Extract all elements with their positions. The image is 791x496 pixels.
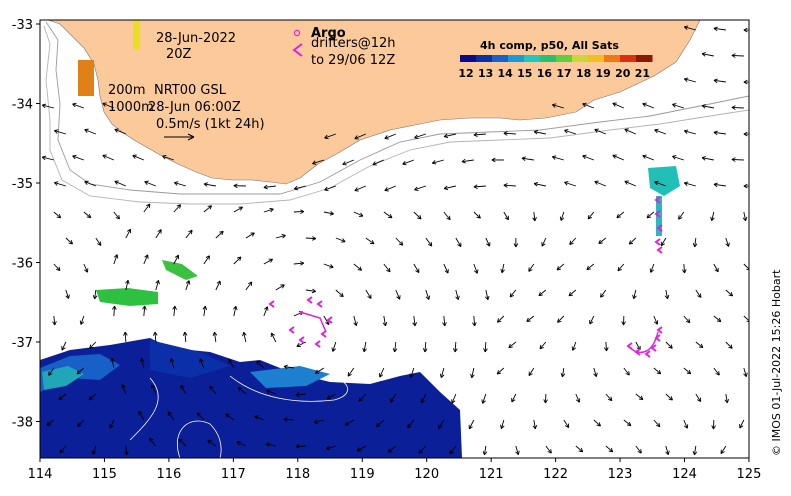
current-vector-head [752, 399, 756, 403]
colorbar-segment [604, 55, 621, 62]
y-axis: -33 -34 -35 -36 -37 -38 [12, 18, 40, 431]
current-vector-head [758, 241, 762, 245]
colorbar-segment [476, 55, 493, 62]
y-tick-label: -38 [12, 416, 33, 431]
colorbar-tick-label: 19 [596, 67, 611, 80]
colorbar-segment [636, 55, 653, 62]
x-tick-label: 118 [285, 467, 310, 482]
colorbar-tick-label: 13 [478, 67, 493, 80]
x-tick-label: 114 [28, 467, 53, 482]
colorbar-tick-label: 16 [537, 67, 553, 80]
y-tick-label: -34 [12, 98, 33, 113]
current-vector [732, 159, 744, 160]
colorbar-segment [588, 55, 605, 62]
current-vector-head [749, 448, 753, 452]
y-tick-label: -35 [12, 177, 33, 192]
colorbar-segment [620, 55, 637, 62]
x-axis: 114 115 116 117 118 119 120 121 122 123 124 125 [28, 458, 762, 482]
current-vector [749, 446, 756, 452]
credit-label: © IMOS 01-Jul-2022 15:26 Hobart [770, 269, 783, 456]
sst-patch-north [78, 60, 94, 96]
colorbar-tick-label: 12 [458, 67, 473, 80]
colorbar-segment [508, 55, 525, 62]
current-vector [732, 107, 744, 108]
colorbar-segment [492, 55, 509, 62]
colorbar-tick-label: 20 [615, 67, 631, 80]
colorbar-tick-label: 17 [556, 67, 571, 80]
x-tick-label: 115 [92, 467, 117, 482]
colorbar-tick-label: 21 [635, 67, 650, 80]
product-label: NRT00 GSL [154, 83, 227, 98]
isobath-1000-label: 1000m [108, 100, 154, 115]
colorbar-tick-label: 18 [576, 67, 591, 80]
current-vector-head [757, 346, 760, 350]
colorbar-segment [540, 55, 557, 62]
colorbar-tick-label: 14 [498, 67, 514, 80]
current-vector [732, 55, 744, 56]
current-vector [756, 238, 762, 245]
current-vector [756, 342, 760, 350]
colorbar-segment [524, 55, 541, 62]
x-tick-label: 123 [608, 467, 633, 482]
colorbar-title: 4h comp, p50, All Sats [480, 39, 619, 52]
x-tick-label: 120 [414, 467, 439, 482]
scale-label: 0.5m/s (1kt 24h) [156, 117, 265, 132]
y-tick-label: -36 [12, 257, 33, 272]
hour-label: 20Z [166, 47, 192, 62]
x-tick-label: 121 [479, 467, 504, 482]
colorbar-segment [556, 55, 573, 62]
current-vector [756, 290, 763, 296]
x-tick-label: 116 [156, 467, 181, 482]
colorbar-segment [460, 55, 477, 62]
date-label: 28-Jun-2022 [156, 31, 236, 46]
colorbar [460, 55, 653, 62]
y-tick-label: -33 [12, 18, 33, 33]
current-vector-head [759, 292, 763, 296]
x-tick-label: 119 [350, 467, 375, 482]
product-time-label: 28-Jun 06:00Z [148, 100, 241, 115]
y-tick-label: -37 [12, 336, 33, 351]
colorbar-segment [572, 55, 589, 62]
sst-patch-yellow [133, 20, 140, 50]
isobath-200-label: 200m [108, 83, 145, 98]
drifters-to-label: to 29/06 12Z [311, 53, 395, 68]
colorbar-tick-label: 15 [517, 67, 532, 80]
current-vector [753, 394, 755, 403]
x-tick-label: 124 [672, 467, 697, 482]
x-tick-label: 122 [543, 467, 568, 482]
drifters-label: drifters@12h [311, 36, 396, 51]
x-tick-label: 125 [737, 467, 762, 482]
x-tick-label: 117 [221, 467, 246, 482]
